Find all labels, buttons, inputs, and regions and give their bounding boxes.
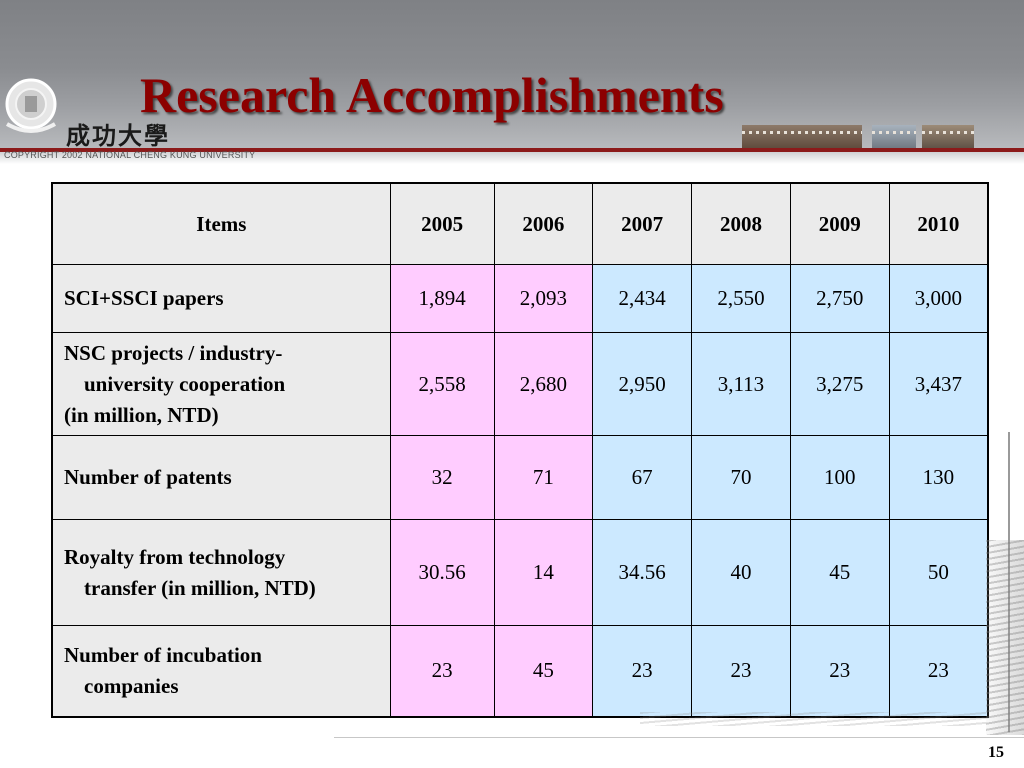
decorative-texture xyxy=(640,712,986,726)
table-cell: 1,894 xyxy=(389,264,495,333)
header-divider xyxy=(0,148,1024,152)
table-row: SCI+SSCI papers 1,894 2,093 2,434 2,550 … xyxy=(51,264,989,333)
column-header: Items xyxy=(51,182,391,265)
column-header: 2006 xyxy=(493,182,594,265)
column-header: 2007 xyxy=(592,182,693,265)
university-name: 成功大學 xyxy=(66,121,170,150)
table-cell: 70 xyxy=(691,435,791,520)
table-cell: 2,950 xyxy=(592,332,693,436)
table-cell: 130 xyxy=(888,435,989,520)
column-header: 2009 xyxy=(789,182,890,265)
copyright-notice: COPYRIGHT 2002 NATIONAL CHENG KUNG UNIVE… xyxy=(4,150,256,160)
table-cell: 2,434 xyxy=(592,264,693,333)
table-cell: 3,000 xyxy=(888,264,989,333)
table-cell: 2,750 xyxy=(789,264,890,333)
table-row: Number of patents 32 71 67 70 100 130 xyxy=(51,435,989,520)
row-item-label: Number of incubation companies xyxy=(51,625,391,717)
table-cell: 45 xyxy=(789,519,890,626)
campus-photo xyxy=(742,125,862,149)
table-cell: 23 xyxy=(691,625,791,717)
footer-rule xyxy=(334,737,1024,738)
table-cell: 3,275 xyxy=(789,332,890,436)
campus-photo xyxy=(872,125,916,149)
row-item-label-line: SCI+SSCI papers xyxy=(64,286,224,310)
page-number: 15 xyxy=(988,744,1004,761)
header-fade xyxy=(0,150,1024,164)
campus-photo xyxy=(922,125,974,149)
row-item-label-line: Number of patents xyxy=(64,465,232,489)
table-cell: 23 xyxy=(389,625,495,717)
table-cell: 40 xyxy=(691,519,791,626)
decorative-line xyxy=(1008,432,1010,732)
research-accomplishments-table: Items 2005 2006 2007 2008 2009 2010 SCI+… xyxy=(51,182,989,718)
table-row: Royalty from technology transfer (in mil… xyxy=(51,519,989,626)
row-item-label: NSC projects / industry- university coop… xyxy=(51,332,391,436)
table-cell: 3,113 xyxy=(691,332,791,436)
table-cell: 23 xyxy=(888,625,989,717)
table-cell: 100 xyxy=(789,435,890,520)
table-header-row: Items 2005 2006 2007 2008 2009 2010 xyxy=(51,182,989,265)
table-cell: 30.56 xyxy=(389,519,495,626)
table-cell: 45 xyxy=(493,625,594,717)
column-header: 2005 xyxy=(389,182,495,265)
row-item-label-line: transfer (in million, NTD) xyxy=(84,575,316,600)
row-item-label-line: (in million, NTD) xyxy=(64,402,219,427)
table-cell: 14 xyxy=(493,519,594,626)
table-cell: 34.56 xyxy=(592,519,693,626)
row-item-label: SCI+SSCI papers xyxy=(51,264,391,333)
table-cell: 2,550 xyxy=(691,264,791,333)
table-cell: 23 xyxy=(592,625,693,717)
row-item-label-line: NSC projects / industry- xyxy=(64,340,283,365)
table-cell: 50 xyxy=(888,519,989,626)
column-header: 2008 xyxy=(691,182,791,265)
row-item-label: Number of patents xyxy=(51,435,391,520)
university-emblem-icon xyxy=(5,78,57,133)
slide-title: Research Accomplishments xyxy=(140,67,724,123)
decorative-texture xyxy=(986,540,1024,735)
table-cell: 67 xyxy=(592,435,693,520)
column-header: 2010 xyxy=(888,182,989,265)
table-row: Number of incubation companies 23 45 23 … xyxy=(51,625,989,717)
table-cell: 71 xyxy=(493,435,594,520)
row-item-label: Royalty from technology transfer (in mil… xyxy=(51,519,391,626)
row-item-label-line: Number of incubation xyxy=(64,642,262,667)
table-cell: 2,093 xyxy=(493,264,594,333)
row-item-label-line: companies xyxy=(84,673,179,698)
table-cell: 23 xyxy=(789,625,890,717)
table-cell: 2,680 xyxy=(493,332,594,436)
table-cell: 32 xyxy=(389,435,495,520)
row-item-label-line: Royalty from technology xyxy=(64,544,286,569)
table-row: NSC projects / industry- university coop… xyxy=(51,332,989,436)
table-cell: 2,558 xyxy=(389,332,495,436)
row-item-label-line: university cooperation xyxy=(84,371,286,396)
table-cell: 3,437 xyxy=(888,332,989,436)
